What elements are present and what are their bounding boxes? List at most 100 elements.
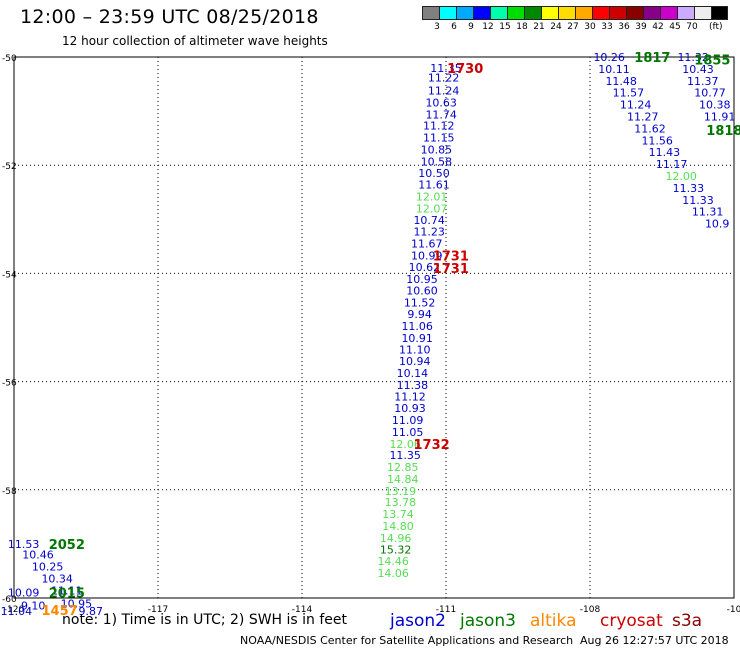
wave-height-label: 11.04 [1,605,33,618]
colorbar-cell [507,6,524,20]
colorbar-cell [609,6,626,20]
wave-height-label: 11.43 [649,146,681,159]
wave-height-label: 12.06 [389,438,421,451]
wave-height-label: 13.74 [382,508,414,521]
wave-height-label: 12.07 [416,202,448,215]
colorbar-cell [677,6,694,20]
wave-height-label: 10.25 [32,561,64,574]
legend-altika: altika [530,611,577,631]
wave-height-label: 11.22 [428,72,460,85]
colorbar-label: 21 [533,22,545,32]
wave-height-label: 11.15 [423,132,455,145]
units-note: note: 1) Time is in UTC; 2) SWH is in fe… [62,612,348,628]
legend-jason3: jason3 [460,611,516,631]
colorbar-label: 24 [550,22,562,32]
x-tick-label: -108 [580,605,601,615]
wave-height-label: 13.19 [385,485,417,498]
wave-height-label: 12.00 [665,170,697,183]
wave-height-label: 12.85 [387,461,419,474]
y-tick-label: -50 [2,54,17,64]
wave-height-label: 11.74 [425,108,457,121]
wave-height-label: 11.24 [620,99,652,112]
wave-height-label: 10.58 [421,155,453,168]
wave-height-label: 11.56 [641,134,673,147]
wave-height-label: 11.06 [401,320,433,333]
wave-height-label: 11.62 [634,122,666,135]
pass-time-label: 1731 [433,262,469,277]
colorbar-label: 33 [601,22,613,32]
wave-height-label: 10.11 [598,63,630,76]
colorbar-unit: (ft) [709,22,723,32]
pass-time-label: 1732 [414,438,450,453]
wave-height-label: 11.38 [397,379,429,392]
wave-height-label: 11.12 [423,120,455,133]
wave-height-label: 10.93 [394,402,426,415]
wave-height-label: 11.27 [627,111,659,124]
y-tick-label: -56 [2,379,17,389]
wave-height-label: 11.48 [605,75,637,88]
wave-height-label: 10.62 [409,261,441,274]
wave-height-label: 11.24 [428,85,460,98]
colorbar [422,6,728,20]
wave-height-label: 11.53 [8,538,40,551]
colorbar-label: 12 [482,22,494,32]
colorbar-cell [575,6,592,20]
pass-time-label: 1730 [447,62,483,77]
wave-height-label: 11.17 [656,158,688,171]
wave-height-label: 9.87 [79,605,104,618]
wave-height-label: 14.84 [387,473,419,486]
pass-time-label: 2015 [49,587,85,602]
wave-height-label: 10.14 [397,367,429,380]
wave-height-label: 10.46 [22,549,54,562]
colorbar-cell [422,6,439,20]
wave-height-label: 10.50 [418,167,450,180]
colorbar-label: 6 [451,22,457,32]
wave-height-label: 10.09 [8,587,40,600]
wave-height-label: 11.31 [692,206,724,219]
wave-height-label: 10.60 [406,285,438,298]
legend-jason2: jason2 [390,611,446,631]
wave-height-label: 11.52 [404,297,436,310]
wave-height-label: 11.67 [411,238,443,251]
colorbar-label: 39 [635,22,647,32]
wave-height-label: 10.9 [705,218,730,231]
wave-height-label: 10.94 [399,355,431,368]
wave-height-label: 14.96 [380,532,412,545]
y-tick-label: -54 [2,270,17,280]
page-title: 12:00 – 23:59 UTC 08/25/2018 [20,6,319,28]
wave-height-label: 10.99 [411,250,443,263]
wave-height-label: 11.35 [389,449,421,462]
wave-height-label: 14.80 [382,520,414,533]
wave-height-label: 11.05 [392,426,424,439]
wave-height-label: 10.91 [401,332,433,345]
colorbar-cell [592,6,609,20]
legend-s3a: s3a [672,611,703,631]
wave-height-label: 15.32 [380,543,412,556]
colorbar-label: 18 [516,22,528,32]
timestamp-text: Aug 26 12:27:57 UTC 2018 [580,634,729,647]
colorbar-cell [558,6,575,20]
wave-height-label: 14.06 [377,567,409,580]
colorbar-cell [643,6,660,20]
colorbar-label: 30 [584,22,596,32]
wave-height-label: 14.46 [377,555,409,568]
y-tick-label: -60 [2,595,17,605]
x-tick-label: -117 [148,605,168,615]
colorbar-label: 45 [669,22,681,32]
x-tick-label: -114 [292,605,313,615]
y-tick-label: -52 [2,162,17,172]
wave-height-label: 11.11 [51,584,83,597]
pass-time-label: 1818 [706,124,740,139]
wave-height-label: 11.23 [413,226,445,239]
wave-height-label: 10.95 [406,273,438,286]
wave-height-label: 11.33 [682,194,714,207]
wave-height-label: 10.74 [413,214,445,227]
pass-time-label: 1855 [694,54,730,69]
colorbar-cell [473,6,490,20]
pass-time-label: 2052 [49,538,85,553]
colorbar-label: 9 [468,22,474,32]
colorbar-label: 15 [499,22,511,32]
x-tick-label: -111 [436,605,456,615]
colorbar-cell [711,6,728,20]
wave-height-label: 11.57 [613,87,645,100]
